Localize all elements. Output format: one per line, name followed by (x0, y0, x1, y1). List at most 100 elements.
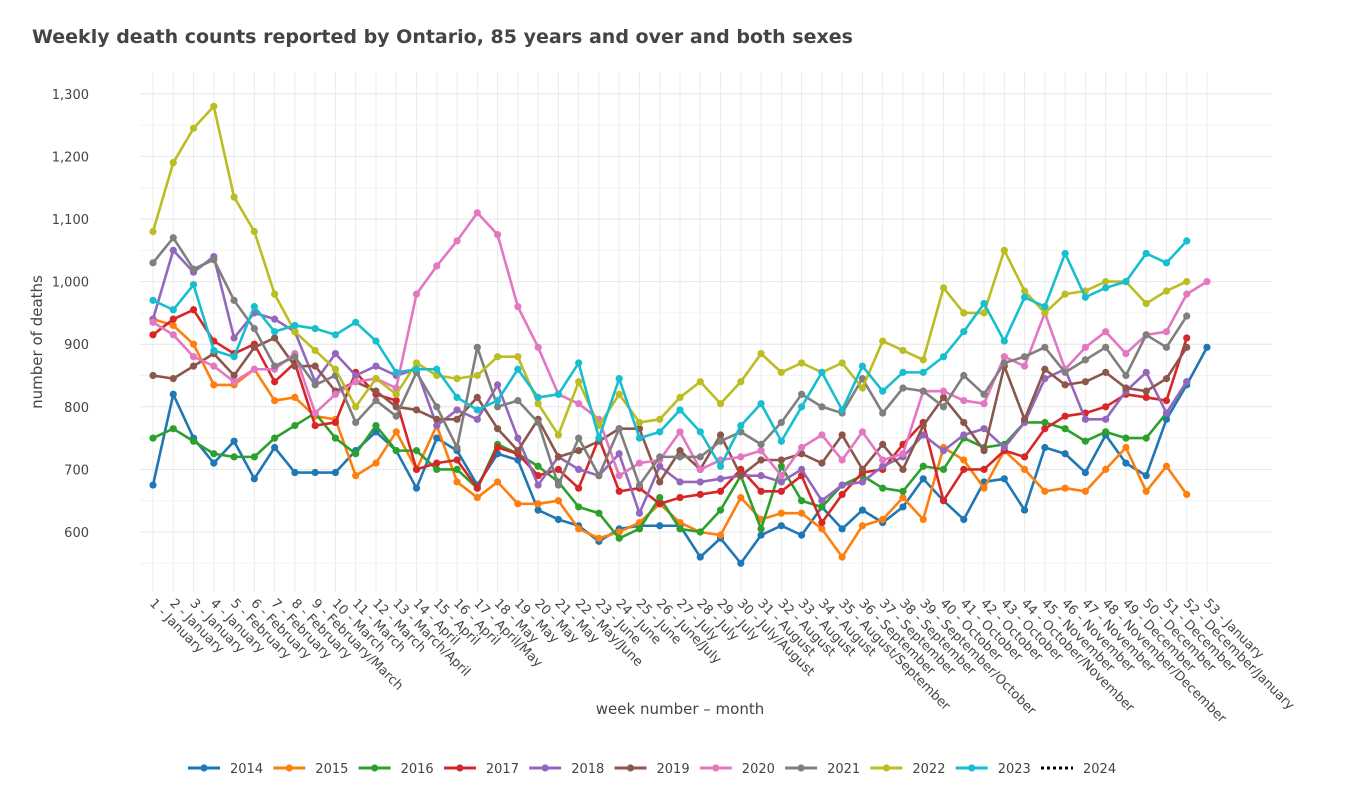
data-point (433, 365, 441, 373)
legend-item-2024[interactable]: 2024 (1041, 762, 1116, 777)
data-point (514, 500, 522, 508)
data-point (838, 359, 846, 367)
data-point (392, 403, 400, 411)
data-point (433, 421, 441, 430)
data-point (818, 459, 826, 467)
data-point (696, 465, 704, 473)
legend-label: 2018 (571, 762, 604, 777)
legend-item-2014[interactable]: 2014 (188, 762, 263, 777)
data-point (250, 343, 258, 351)
data-point (169, 315, 177, 323)
data-point (980, 309, 988, 317)
data-point (575, 434, 583, 442)
data-point (1162, 409, 1171, 417)
data-point (1020, 353, 1029, 361)
data-point (676, 453, 684, 461)
data-point (291, 468, 299, 477)
data-point (696, 553, 704, 561)
y-tick-label: 700 (64, 463, 89, 478)
data-point (453, 456, 461, 464)
series-2021 (149, 234, 1191, 489)
legend-item-2019[interactable]: 2019 (614, 762, 690, 777)
data-point (412, 447, 421, 455)
legend-item-2021[interactable]: 2021 (785, 762, 860, 777)
data-point (189, 340, 198, 348)
legend-marker (626, 764, 635, 772)
data-point (514, 447, 522, 455)
data-point (1041, 418, 1049, 427)
data-point (1102, 403, 1110, 411)
data-point (493, 425, 502, 433)
data-point (250, 475, 258, 483)
data-point (777, 368, 785, 376)
data-point (271, 396, 279, 405)
data-point (433, 434, 441, 442)
data-point (1061, 249, 1069, 258)
data-point (412, 359, 421, 367)
data-point (818, 403, 826, 411)
data-point (189, 281, 198, 289)
legend-item-2016[interactable]: 2016 (358, 762, 434, 777)
legend-label: 2023 (998, 762, 1031, 777)
data-point (189, 265, 198, 273)
legend-item-2023[interactable]: 2023 (955, 762, 1031, 777)
data-point (514, 303, 522, 311)
data-point (412, 465, 421, 473)
data-point (939, 387, 948, 395)
legend-item-2020[interactable]: 2020 (699, 762, 775, 777)
data-point (899, 487, 907, 495)
data-point (230, 334, 238, 342)
data-point (1183, 378, 1191, 386)
data-point (1081, 378, 1089, 386)
legend-marker (371, 764, 379, 772)
legend-item-2017[interactable]: 2017 (443, 762, 519, 777)
data-point (899, 503, 907, 511)
data-point (291, 421, 299, 430)
data-point (919, 421, 927, 430)
data-point (534, 393, 542, 402)
y-axis-label: number of deaths (28, 275, 46, 409)
data-point (473, 406, 481, 414)
data-point (656, 462, 664, 470)
x-axis-label: week number – month (596, 700, 764, 718)
legend-item-2018[interactable]: 2018 (529, 762, 604, 777)
data-point (210, 362, 218, 370)
data-point (1041, 425, 1049, 433)
data-point (858, 506, 867, 514)
data-point (372, 396, 380, 405)
legend-item-2015[interactable]: 2015 (273, 762, 348, 777)
legend-item-2022[interactable]: 2022 (870, 762, 945, 777)
data-point (189, 124, 198, 132)
data-point (149, 259, 157, 267)
data-point (575, 378, 583, 386)
data-point (676, 478, 684, 486)
data-point (575, 484, 583, 492)
data-point (615, 487, 623, 495)
data-point (980, 447, 988, 455)
data-point (939, 403, 948, 411)
y-tick-label: 1,300 (52, 88, 89, 103)
data-point (514, 434, 522, 442)
data-point (453, 443, 461, 452)
legend-label: 2024 (1083, 762, 1116, 777)
chart-title: Weekly death counts reported by Ontario,… (32, 26, 853, 48)
data-point (331, 434, 340, 442)
data-point (899, 493, 907, 502)
data-point (554, 497, 562, 505)
data-point (392, 412, 400, 420)
data-point (798, 497, 806, 505)
data-point (352, 450, 360, 458)
data-point (210, 381, 218, 389)
data-point (919, 356, 927, 364)
data-point (1102, 278, 1110, 286)
legend-label: 2014 (230, 762, 263, 777)
data-point (271, 362, 279, 370)
data-point (1061, 290, 1069, 298)
data-point (1183, 237, 1191, 245)
data-point (1162, 375, 1171, 383)
data-point (615, 375, 623, 383)
data-point (1041, 343, 1049, 351)
data-point (737, 421, 745, 430)
data-point (453, 375, 461, 383)
